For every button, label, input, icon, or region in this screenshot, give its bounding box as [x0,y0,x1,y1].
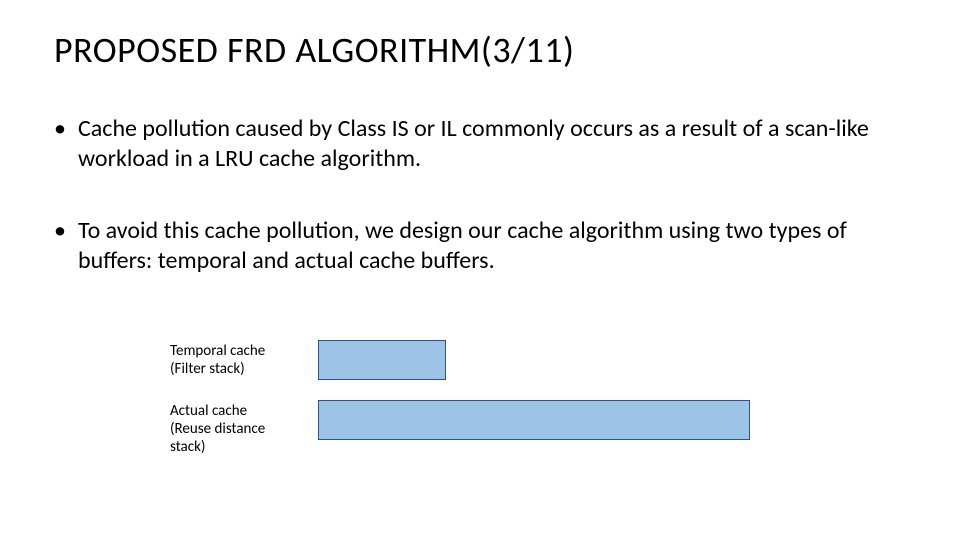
bullet-item: To avoid this cache pollution, we design… [54,216,906,276]
temporal-cache-row: Temporal cache (Filter stack) [170,340,890,380]
actual-cache-row: Actual cache (Reuse distance stack) [170,400,890,456]
label-line: stack) [170,438,205,456]
actual-cache-label: Actual cache (Reuse distance stack) [170,400,318,456]
bullet-list: Cache pollution caused by Class IS or IL… [54,114,906,276]
label-line: (Filter stack) [170,360,245,378]
actual-cache-bar [318,400,750,440]
bullet-item: Cache pollution caused by Class IS or IL… [54,114,906,174]
slide-title: PROPOSED FRD ALGORITHM(3/11) [54,28,906,72]
slide: PROPOSED FRD ALGORITHM(3/11) Cache pollu… [0,0,960,540]
label-line: Temporal cache [170,342,265,360]
label-line: Actual cache [170,402,247,420]
cache-diagram: Temporal cache (Filter stack) Actual cac… [170,340,890,476]
temporal-cache-bar [318,340,446,380]
label-line: (Reuse distance [170,420,265,438]
temporal-cache-label: Temporal cache (Filter stack) [170,340,318,378]
